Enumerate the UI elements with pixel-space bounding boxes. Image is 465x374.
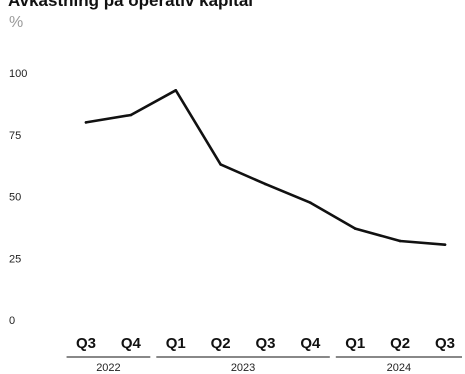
data-point — [264, 182, 267, 186]
data-point — [443, 243, 447, 246]
x-tick-label: Q3 — [76, 335, 96, 352]
chart-title: Avkastning på operativ kapital — [8, 0, 253, 10]
data-point — [353, 227, 357, 230]
data-point — [174, 88, 178, 92]
data-point — [398, 239, 402, 243]
x-tick-label: Q4 — [300, 335, 321, 352]
data-point — [129, 113, 133, 117]
series-line — [84, 89, 447, 246]
y-tick-label: 50 — [9, 192, 21, 204]
data-point — [84, 121, 88, 124]
x-axis-ticks: Q3 Q4 Q1 Q2 Q3 Q4 Q1 Q2 Q3 — [76, 335, 455, 352]
y-tick-label: 100 — [9, 68, 27, 80]
unit-label: % — [9, 14, 24, 31]
data-point — [309, 201, 312, 204]
y-tick-label: 75 — [9, 130, 21, 142]
x-tick-label: Q4 — [121, 335, 142, 352]
data-point — [219, 163, 222, 166]
year-group-label: 2022 — [96, 362, 120, 374]
x-tick-label: Q1 — [345, 335, 365, 352]
x-tick-label: Q2 — [390, 335, 410, 352]
year-group-label: 2024 — [387, 362, 411, 374]
year-groups: 2022 2023 2024 — [66, 356, 462, 374]
series-lines — [84, 88, 447, 246]
y-tick-label: 25 — [9, 253, 21, 265]
x-tick-label: Q2 — [211, 335, 231, 352]
y-tick-label: 0 — [9, 315, 15, 327]
year-group-label: 2023 — [231, 362, 255, 374]
x-tick-label: Q3 — [255, 335, 275, 352]
x-tick-label: Q1 — [166, 335, 186, 352]
y-axis-ticks: 0 25 50 75 100 — [9, 68, 27, 327]
x-tick-label: Q3 — [435, 335, 455, 352]
